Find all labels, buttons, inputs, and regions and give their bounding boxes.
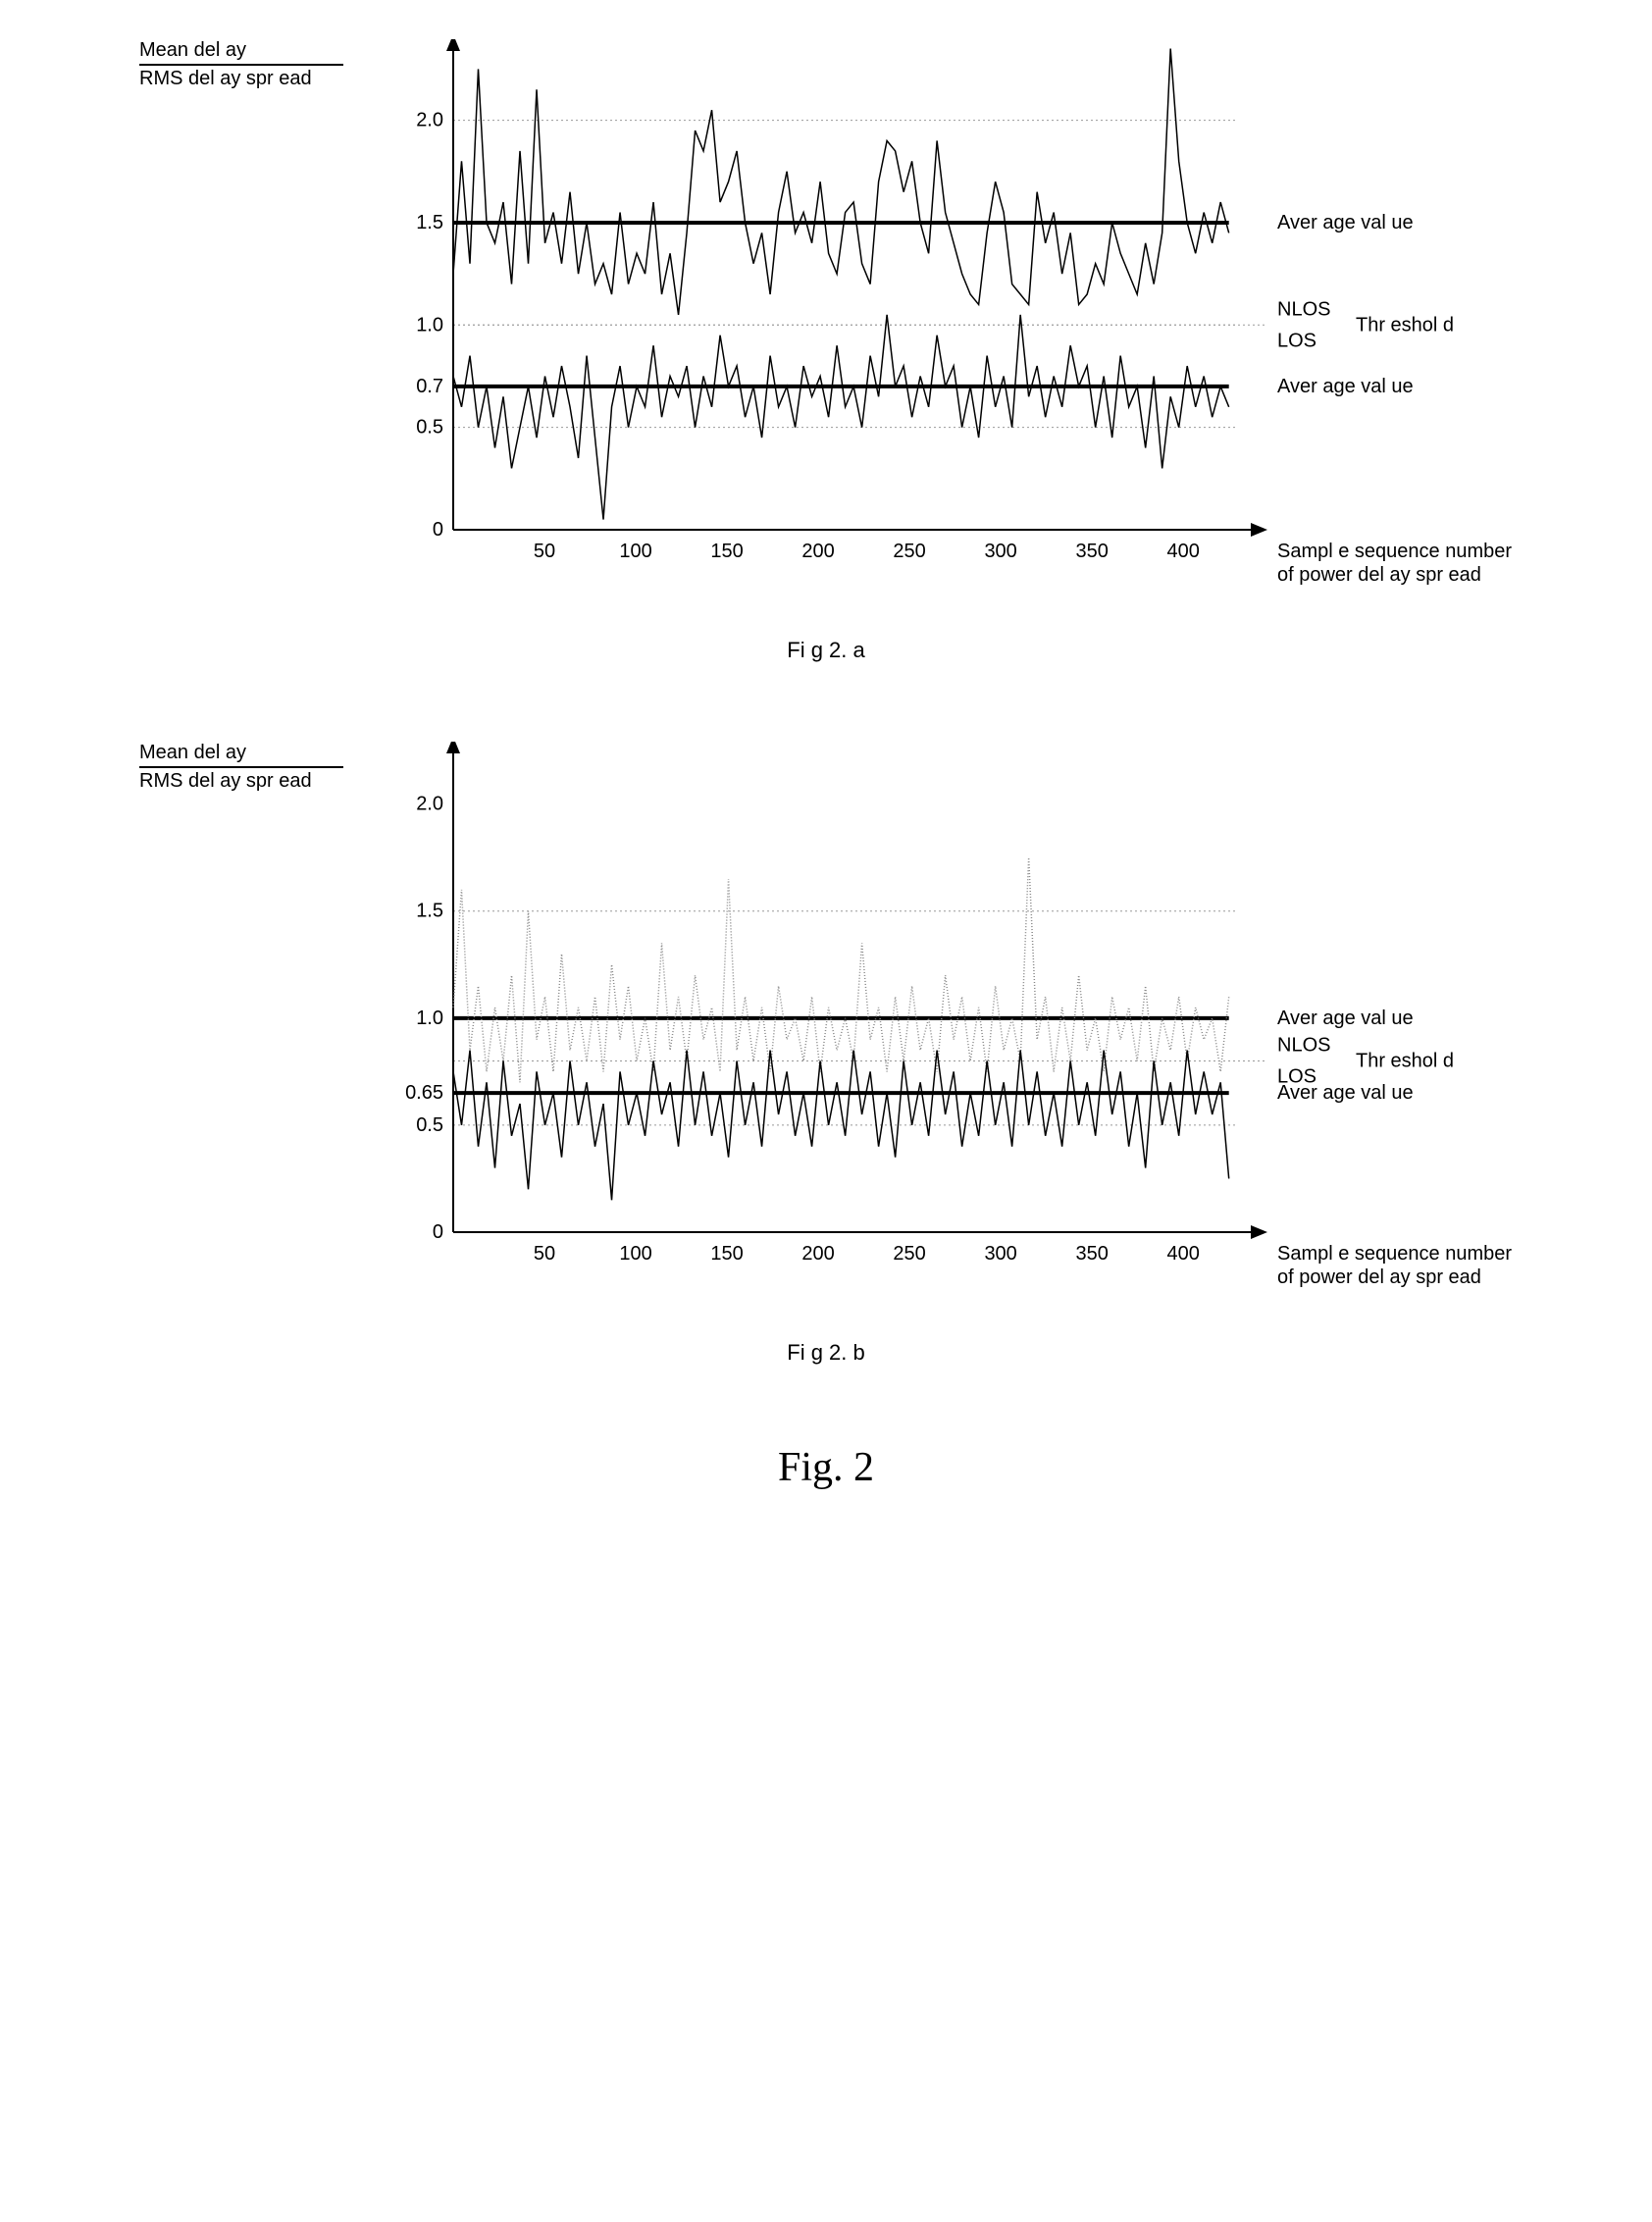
x-tick-label: 300 [984,541,1016,562]
upper-series [453,49,1229,315]
x-axis-label-line2: of power del ay spr ead [1277,1266,1481,1288]
x-tick-label: 50 [534,1243,555,1265]
x-tick-label: 350 [1075,541,1108,562]
y-title-top-a: Mean del ay [139,39,394,62]
x-tick-label: 300 [984,1243,1016,1265]
y-axis-ratio-label-b: Mean del ay RMS del ay spr ead [139,742,394,1311]
y-tick-label: 0.65 [405,1082,443,1104]
y-title-divider-a [139,64,343,66]
y-tick-label: 1.5 [416,901,443,922]
x-axis-label-line2: of power del ay spr ead [1277,564,1481,586]
caption-a: Fi g 2. a [139,638,1513,663]
x-tick-label: 400 [1166,1243,1199,1265]
upper-avg-label: Aver age val ue [1277,1008,1414,1029]
y-tick-label: 0.5 [416,1114,443,1136]
y-tick-label: 0.5 [416,417,443,439]
nlos-label: NLOS [1277,1034,1330,1056]
nlos-label: NLOS [1277,298,1330,320]
y-title-divider-b [139,766,343,768]
y-tick-label: 2.0 [416,110,443,131]
x-axis-arrow-icon [1251,523,1267,537]
y-axis-ratio-label-a: Mean del ay RMS del ay spr ead [139,39,394,608]
figure-a: Mean del ay RMS del ay spr ead 0 0.5 0.7 1.… [139,39,1513,663]
threshold-label: Thr eshol d [1356,314,1454,336]
x-tick-label: 100 [619,541,651,562]
lower-series [453,315,1229,520]
chart-svg-b: 0 0.5 0.65 1.0 1.5 2.0 50 100 150 200 250 300 350 400… [394,742,1513,1311]
x-axis-label-line1: Sampl e sequence number [1277,1243,1512,1265]
threshold-label: Thr eshol d [1356,1050,1454,1071]
y-title-bot-a: RMS del ay spr ead [139,68,394,90]
y-tick-label: 1.5 [416,212,443,233]
upper-series [453,857,1229,1082]
chart-a-wrapper: Mean del ay RMS del ay spr ead 0 0.5 0.7 1.… [139,39,1513,608]
x-axis-label-line1: Sampl e sequence number [1277,541,1512,562]
y-title-bot-b: RMS del ay spr ead [139,770,394,793]
chart-b-wrapper: Mean del ay RMS del ay spr ead 0 0.5 0.65 1… [139,742,1513,1311]
caption-b: Fi g 2. b [139,1340,1513,1366]
main-figure-caption: Fig. 2 [39,1444,1613,1491]
x-axis-arrow-icon [1251,1225,1267,1239]
y-tick-label: 0 [433,1221,443,1243]
x-tick-label: 150 [710,541,743,562]
upper-avg-label: Aver age val ue [1277,212,1414,233]
plot-area-a: 0 0.5 0.7 1.0 1.5 2.0 50 100 150 200 250 300 350 400 A… [394,39,1513,608]
y-tick-label: 2.0 [416,794,443,815]
y-tick-label: 1.0 [416,1008,443,1029]
x-tick-label: 200 [801,1243,834,1265]
y-title-top-b: Mean del ay [139,742,394,764]
y-axis-arrow-icon [446,39,460,51]
y-tick-label: 1.0 [416,314,443,336]
y-tick-label: 0 [433,519,443,541]
x-tick-label: 100 [619,1243,651,1265]
x-tick-label: 250 [893,541,925,562]
lower-avg-label: Aver age val ue [1277,376,1414,397]
x-tick-label: 50 [534,541,555,562]
chart-svg-a: 0 0.5 0.7 1.0 1.5 2.0 50 100 150 200 250 300 350 400 A… [394,39,1513,608]
plot-area-b: 0 0.5 0.65 1.0 1.5 2.0 50 100 150 200 250 300 350 400… [394,742,1513,1311]
y-axis-arrow-icon [446,742,460,753]
y-tick-label: 0.7 [416,376,443,397]
x-tick-label: 350 [1075,1243,1108,1265]
lower-avg-label: Aver age val ue [1277,1082,1414,1104]
x-tick-label: 150 [710,1243,743,1265]
x-tick-label: 200 [801,541,834,562]
x-tick-label: 250 [893,1243,925,1265]
x-tick-label: 400 [1166,541,1199,562]
los-label: LOS [1277,330,1316,351]
figure-b: Mean del ay RMS del ay spr ead 0 0.5 0.65 1… [139,742,1513,1366]
